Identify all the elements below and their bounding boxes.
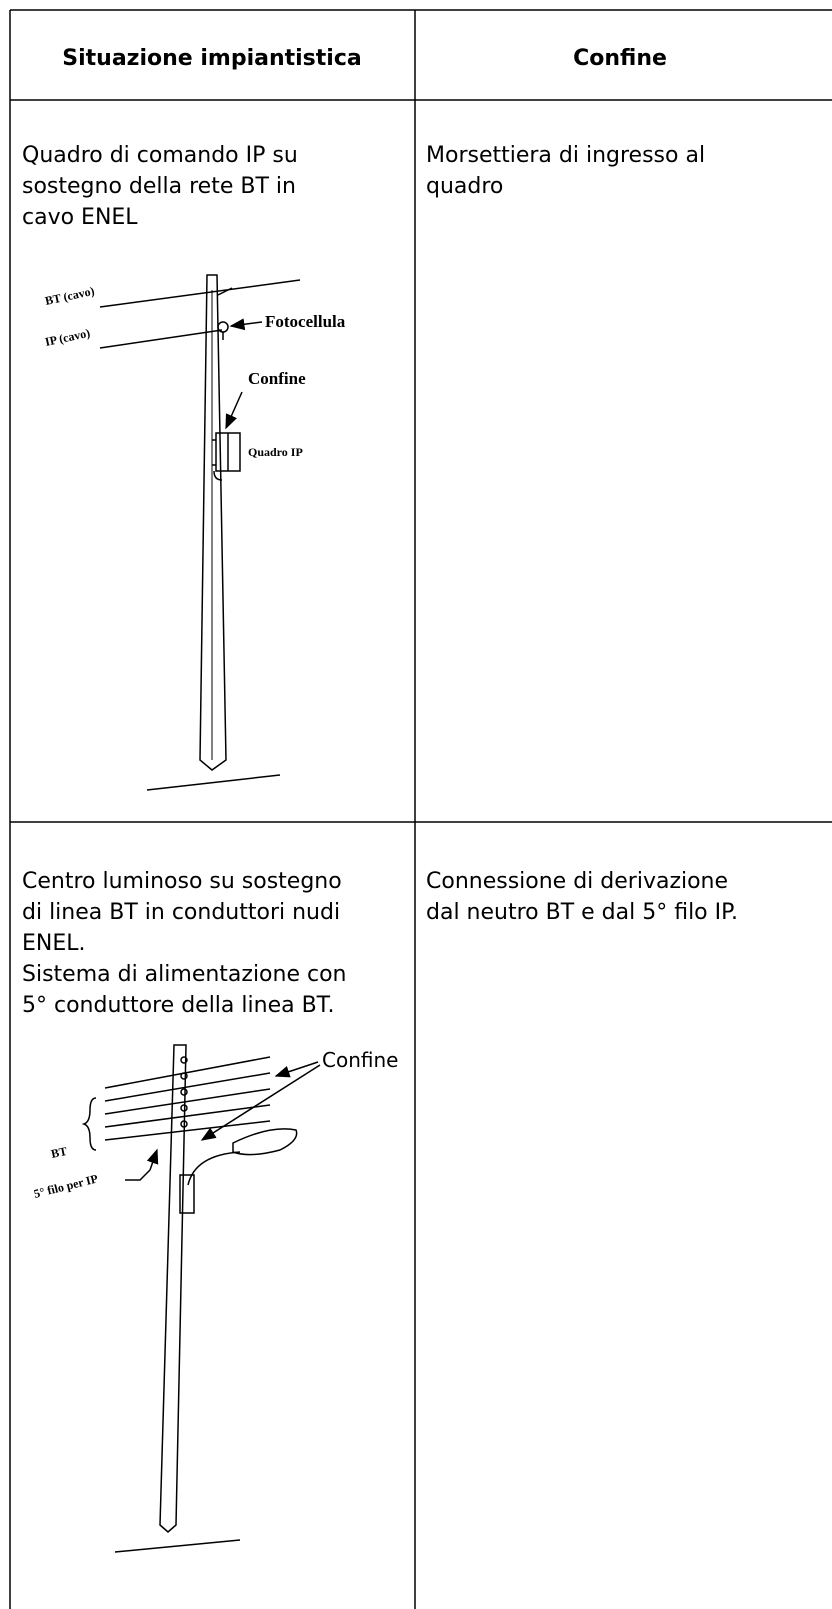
diagram-label: Quadro IP [248, 445, 303, 459]
table-borders [9, 9, 832, 1609]
pole-diagram [81, 1044, 321, 1553]
cell-text: Morsettiera di ingresso al [426, 143, 705, 168]
cell-text: Connessione di derivazione [426, 869, 728, 894]
diagram-label: 5° filo per IP [32, 1171, 99, 1200]
cell-text: Centro luminoso su sostegno [22, 869, 342, 894]
cell-text: di linea BT in conduttori nudi [22, 900, 340, 925]
diagram-label: Fotocellula [265, 312, 346, 331]
diagram-label: Confine [322, 1048, 398, 1072]
cell-text: 5° conduttore della linea BT. [22, 993, 335, 1018]
cell-text: ENEL. [22, 931, 86, 956]
diagram-label: BT (cavo) [44, 284, 96, 308]
diagram-label: BT [50, 1144, 69, 1161]
cell-text: dal neutro BT e dal 5° filo IP. [426, 900, 738, 925]
diagram-label: Confine [248, 369, 306, 388]
diagram-label: IP (cavo) [44, 326, 92, 349]
cell-text: quadro [426, 174, 503, 199]
cell-text: cavo ENEL [22, 205, 138, 230]
header-cell: Confine [573, 46, 667, 71]
cell-text: Quadro di comando IP su [22, 143, 298, 168]
header-cell: Situazione impiantistica [62, 46, 361, 71]
pole-diagram [99, 274, 301, 791]
cell-text: sostegno della rete BT in [22, 174, 296, 199]
cell-text: Sistema di alimentazione con [22, 962, 347, 987]
